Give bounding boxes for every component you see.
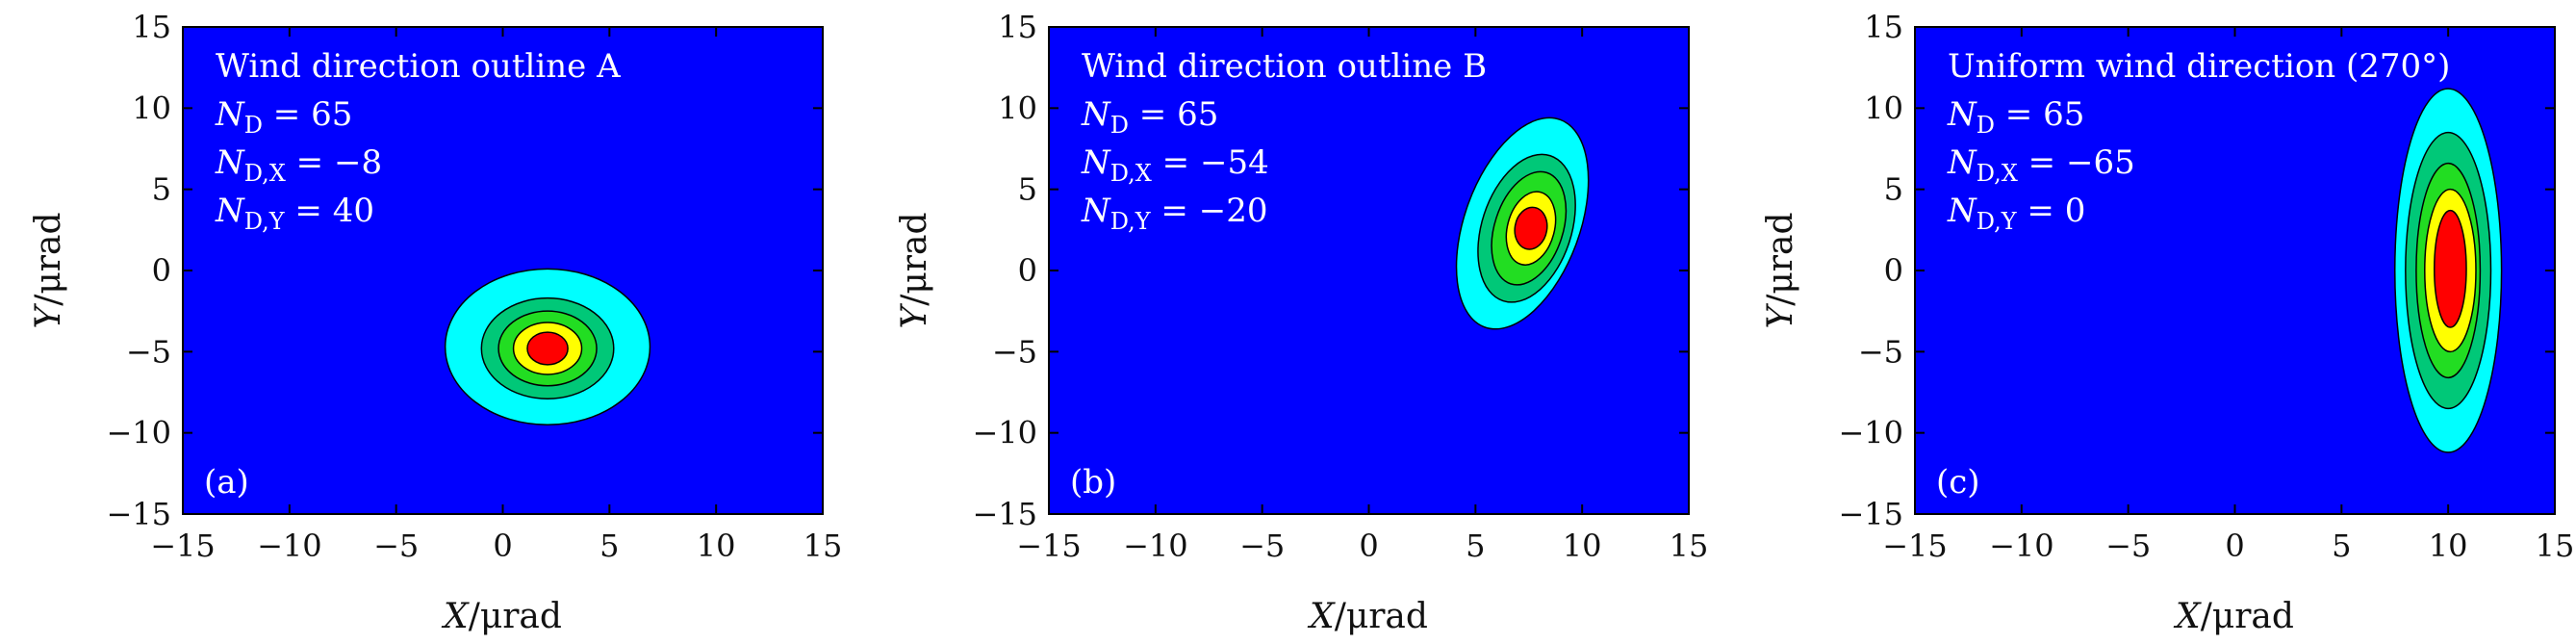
x-tick-label: 10 bbox=[2429, 528, 2468, 564]
x-tick-label: 5 bbox=[1466, 528, 1485, 564]
annotation-line: ND,X = −65 bbox=[1947, 143, 2135, 187]
x-tick-label: 5 bbox=[599, 528, 619, 564]
x-axis-label: X/μrad bbox=[441, 597, 562, 636]
y-tick-label: 15 bbox=[998, 9, 1037, 45]
y-tick-label: −10 bbox=[972, 415, 1037, 451]
x-tick-label: 0 bbox=[1359, 528, 1378, 564]
x-tick-label: −5 bbox=[1239, 528, 1285, 564]
y-tick-label: 5 bbox=[1018, 171, 1037, 208]
y-tick-label: 15 bbox=[132, 9, 171, 45]
y-axis-label: Y/μrad bbox=[29, 212, 68, 328]
y-axis-label: Y/μrad bbox=[895, 212, 934, 328]
y-tick-label: −15 bbox=[1838, 496, 1903, 532]
panel-b: −15 −10 −5 0 5 10 15 −15 −10 −5 0 5 10 15 X/μrad Y/μrad… bbox=[895, 9, 1708, 636]
x-tick-label: 0 bbox=[2225, 528, 2244, 564]
x-tick-label: 0 bbox=[493, 528, 512, 564]
y-tick-label: 10 bbox=[132, 90, 171, 126]
annotation-line: ND,Y = −20 bbox=[1081, 192, 1267, 235]
x-tick-label: 5 bbox=[2332, 528, 2351, 564]
y-tick-label: 15 bbox=[1864, 9, 1903, 45]
x-tick-label: 10 bbox=[1563, 528, 1602, 564]
panel-label: (b) bbox=[1070, 463, 1116, 502]
y-tick-label: 10 bbox=[998, 90, 1037, 126]
plot-background bbox=[183, 27, 823, 514]
contour-level-5 bbox=[2434, 209, 2467, 328]
panel-c: −15 −10 −5 0 5 10 15 −15 −10 −5 0 5 10 15 X/μrad Y/μrad… bbox=[1761, 9, 2574, 636]
panel-label: (c) bbox=[1936, 463, 1980, 502]
x-tick-label: 15 bbox=[1670, 528, 1709, 564]
contour-level-5 bbox=[526, 331, 569, 366]
y-tick-label: −5 bbox=[1858, 333, 1903, 370]
contour-level-5 bbox=[1514, 206, 1548, 250]
x-tick-label: −15 bbox=[1016, 528, 1082, 564]
x-tick-label: −10 bbox=[1989, 528, 2054, 564]
x-tick-label: −15 bbox=[150, 528, 216, 564]
y-tick-label: −10 bbox=[106, 415, 171, 451]
annotation-line: ND,X = −54 bbox=[1081, 143, 1269, 187]
x-tick-label: −5 bbox=[2105, 528, 2151, 564]
x-tick-label: 15 bbox=[2536, 528, 2575, 564]
x-tick-label: 15 bbox=[803, 528, 843, 564]
y-axis-label: Y/μrad bbox=[1761, 212, 1800, 328]
x-tick-label: 10 bbox=[697, 528, 736, 564]
panel-label: (a) bbox=[204, 463, 249, 502]
x-tick-label: −15 bbox=[1882, 528, 1948, 564]
y-tick-label: −15 bbox=[972, 496, 1037, 532]
x-tick-label: −5 bbox=[373, 528, 419, 564]
annotation-line: ND = 65 bbox=[215, 95, 352, 139]
y-tick-label: −5 bbox=[126, 333, 171, 370]
x-tick-label: −10 bbox=[1123, 528, 1188, 564]
x-axis-label: X/μrad bbox=[1307, 597, 1428, 636]
y-tick-label: −15 bbox=[106, 496, 171, 532]
x-tick-label: −10 bbox=[257, 528, 322, 564]
annotation-title: Uniform wind direction (270°) bbox=[1948, 47, 2450, 86]
annotation-line: ND = 65 bbox=[1947, 95, 2084, 139]
annotation-line: ND,X = −8 bbox=[215, 143, 382, 187]
annotation-title: Wind direction outline B bbox=[1082, 47, 1487, 86]
y-tick-label: 5 bbox=[1884, 171, 1903, 208]
annotation-line: ND,Y = 0 bbox=[1947, 192, 2085, 235]
x-axis-label: X/μrad bbox=[2173, 597, 2294, 636]
contour-group bbox=[444, 268, 651, 425]
y-tick-label: 10 bbox=[1864, 90, 1903, 126]
plot-background bbox=[1049, 27, 1689, 514]
annotation-line: ND,Y = 40 bbox=[215, 192, 374, 235]
y-tick-label: −10 bbox=[1838, 415, 1903, 451]
annotation-title: Wind direction outline A bbox=[216, 47, 621, 86]
y-tick-label: 0 bbox=[1884, 252, 1903, 289]
annotation-line: ND = 65 bbox=[1081, 95, 1218, 139]
y-tick-label: −5 bbox=[992, 333, 1037, 370]
panel-a: −15 −10 −5 0 5 10 15 −15 −10 −5 0 5 10 15 X/μrad Y/μrad… bbox=[29, 9, 842, 636]
contour-group bbox=[1455, 116, 1590, 330]
y-tick-label: 0 bbox=[152, 252, 171, 289]
y-tick-label: 5 bbox=[152, 171, 171, 208]
y-tick-label: 0 bbox=[1018, 252, 1037, 289]
contour-group bbox=[2394, 88, 2503, 453]
